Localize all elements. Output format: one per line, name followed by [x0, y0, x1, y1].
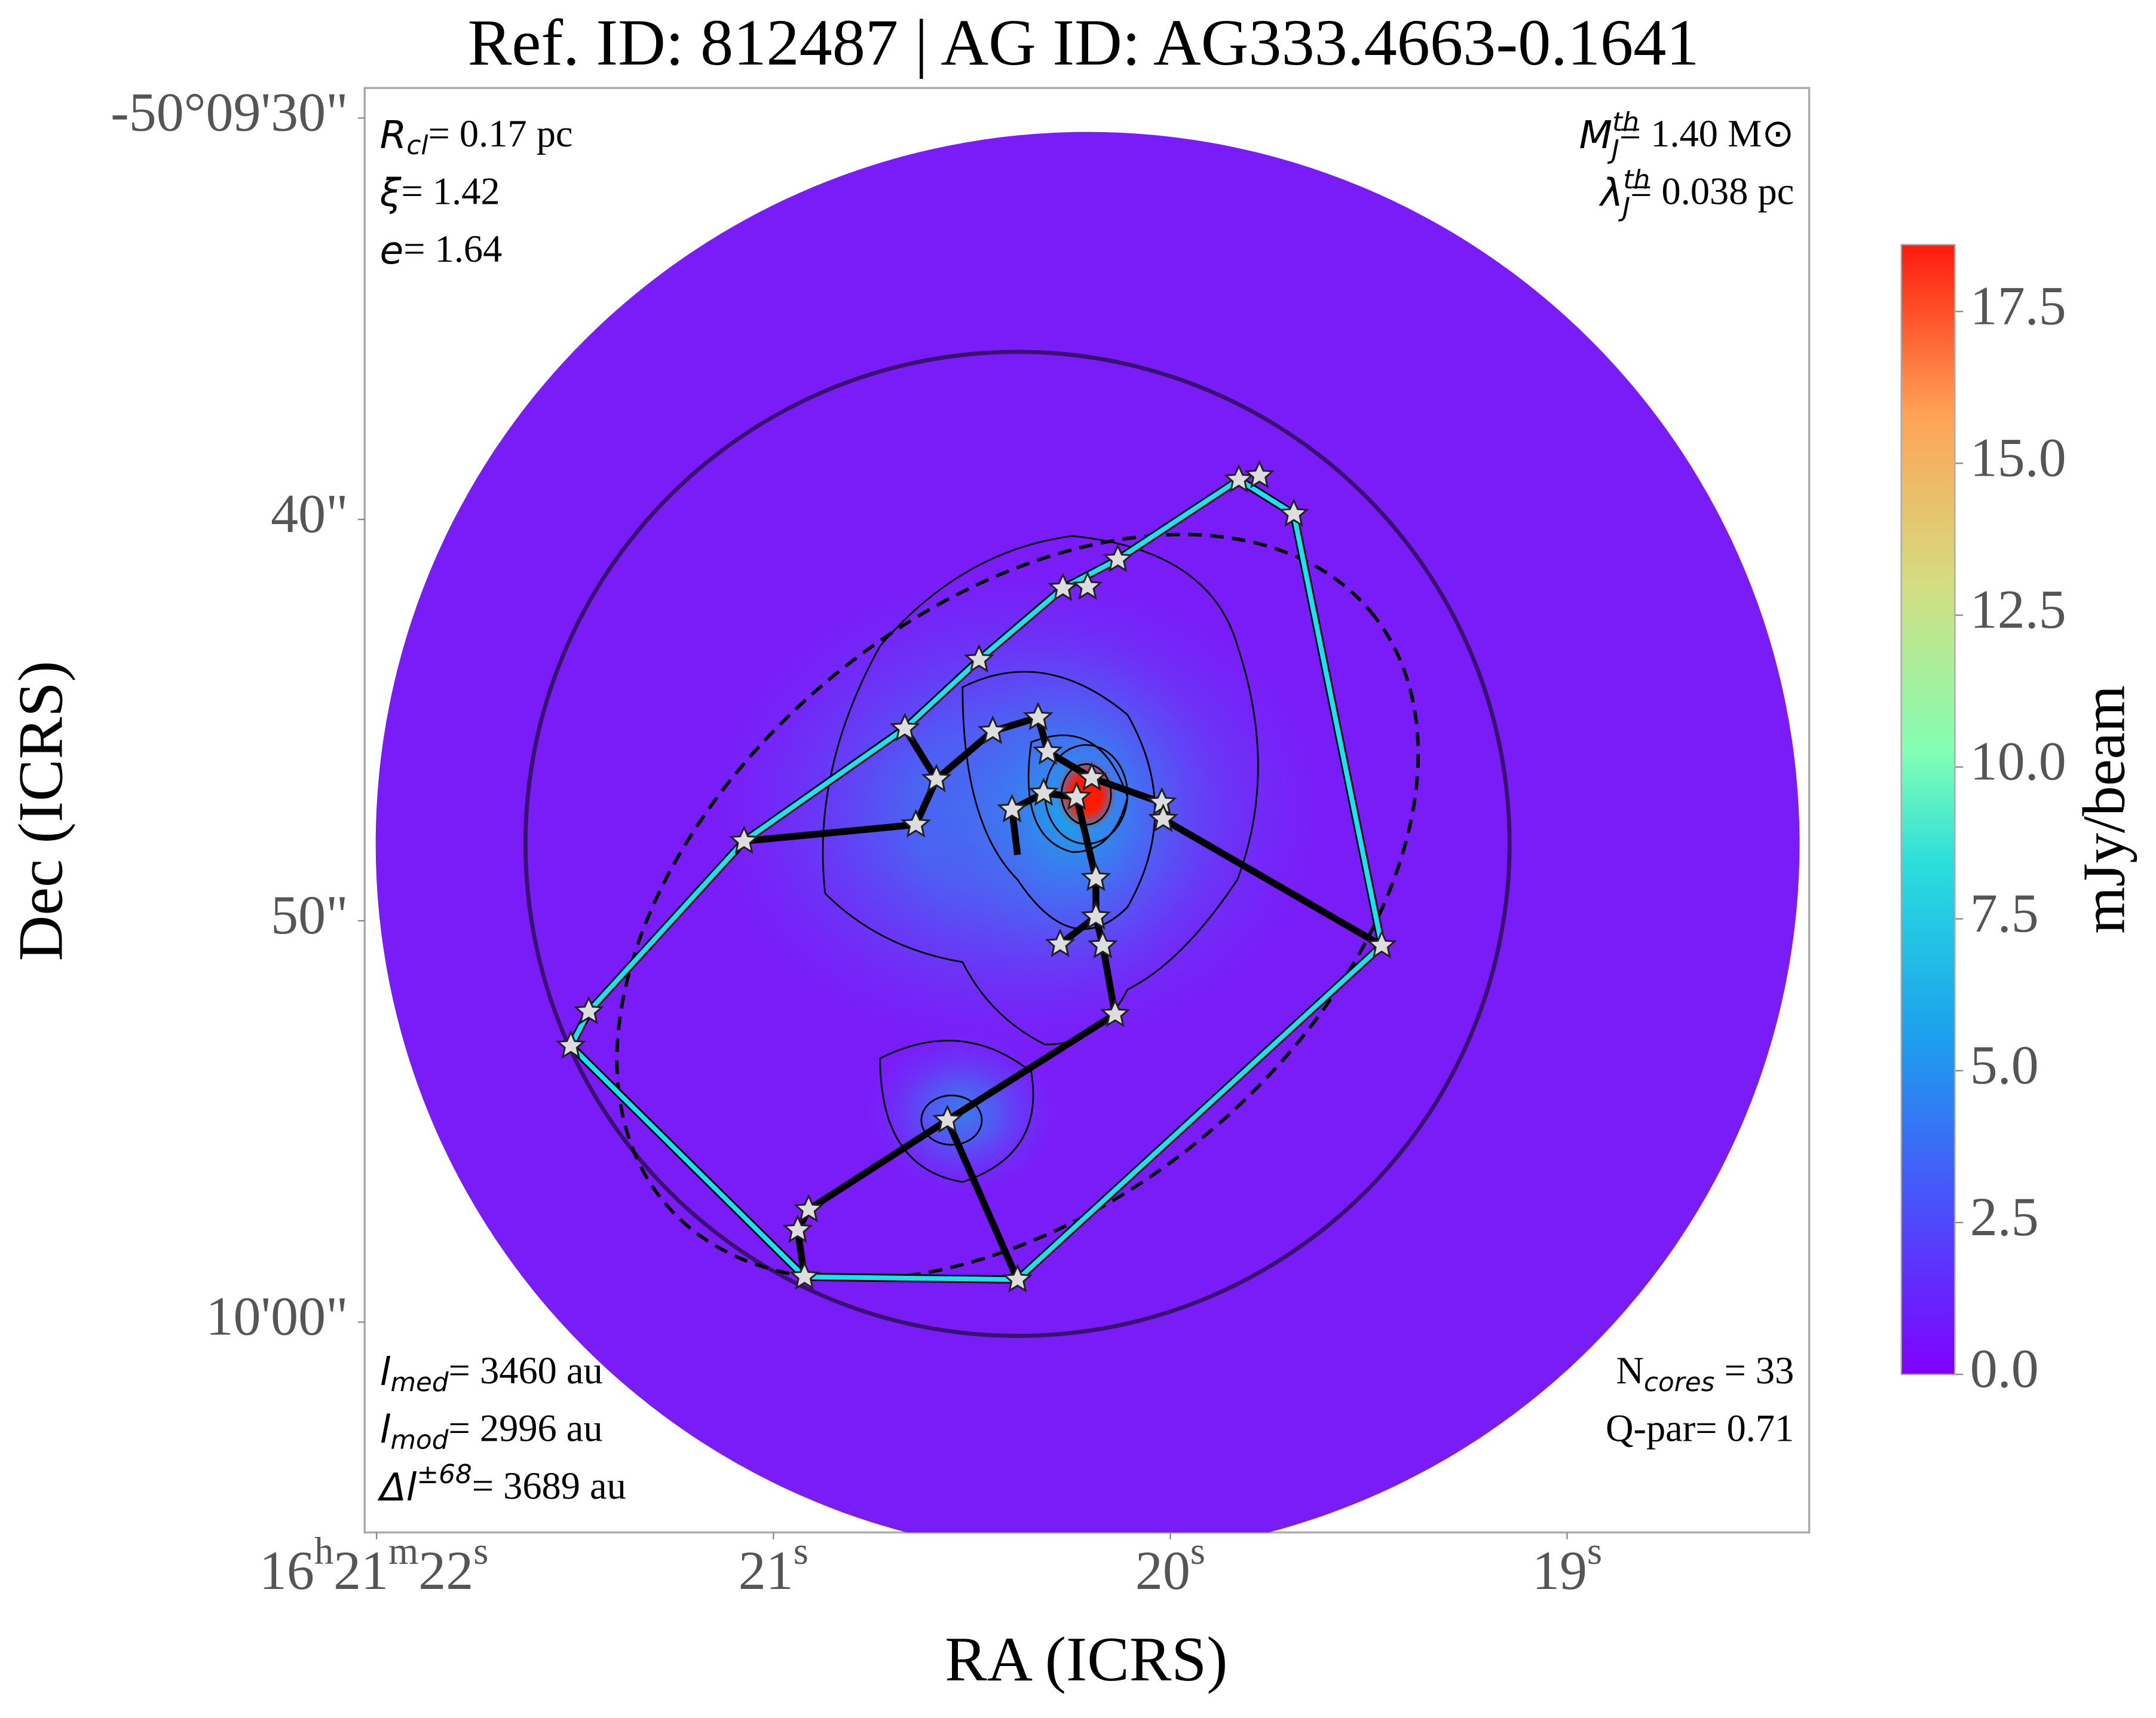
annotation-value: = 33 — [1714, 1349, 1794, 1392]
annotation-sym: e — [380, 228, 404, 273]
annotation-sym: M — [1579, 113, 1613, 158]
annotation-value: = 0.038 pc — [1630, 170, 1794, 212]
annotation: Rcl= 0.17 pc — [380, 112, 573, 161]
x-tick-label: 19s — [1532, 1530, 1602, 1601]
annotation-value: = 1.40 M⊙ — [1619, 112, 1794, 155]
y-tick-label: -50°09'30" — [111, 82, 348, 143]
y-tick-label: 40" — [271, 483, 348, 544]
annotation: ξ= 1.42 — [379, 170, 500, 215]
annotation-sym: ξ — [379, 170, 402, 215]
annotation-sym: R — [380, 113, 407, 158]
annotation-sub: med — [390, 1367, 448, 1398]
colorbar-label: mJy/beam — [2071, 685, 2137, 934]
annotation-sup: ±68 — [417, 1459, 472, 1490]
annotation-sub: cl — [406, 130, 428, 161]
annotation-sup: th — [1612, 107, 1639, 137]
annotation: λth J= 0.038 pc — [1598, 165, 1794, 223]
annotation-sym: λ — [1598, 170, 1623, 215]
annotation-sym: l — [380, 1407, 391, 1452]
annotation: Q-par= 0.71 — [1606, 1407, 1794, 1449]
annotation-value: = 1.64 — [403, 228, 502, 270]
annotation-sup: th — [1623, 165, 1650, 195]
colorbar-tick-label: 5.0 — [1970, 1034, 2039, 1095]
annotation-sym: Δl — [377, 1465, 417, 1510]
x-axis-label: RA (ICRS) — [945, 1624, 1227, 1694]
annotation: lmod= 2996 au — [380, 1407, 603, 1455]
colorbar — [1900, 244, 1956, 1376]
colorbar-tick-label: 15.0 — [1970, 427, 2066, 488]
colorbar-tick-label: 2.5 — [1970, 1186, 2039, 1247]
annotation: lmed= 3460 au — [380, 1349, 603, 1398]
cluster-circle — [523, 350, 1512, 1339]
colorbar-tick-label: 10.0 — [1970, 731, 2066, 792]
annotation-value: = 0.17 pc — [428, 112, 573, 155]
y-tick-label: 10'00" — [206, 1286, 348, 1347]
colorbar-tick-label: 7.5 — [1970, 883, 2039, 944]
x-tick-label: 16h21m22s — [259, 1530, 488, 1601]
annotation: e= 1.64 — [380, 228, 503, 273]
annotation-value: Q-par= 0.71 — [1606, 1407, 1794, 1449]
colorbar-tick-label: 17.5 — [1970, 275, 2066, 336]
annotation-sub: cores — [1644, 1367, 1714, 1398]
annotation-sym: l — [380, 1350, 391, 1395]
annotation-value: = 1.42 — [402, 170, 500, 212]
annotation: Δl±68= 3689 au — [377, 1459, 626, 1510]
annotation: Ncores = 33 — [1616, 1349, 1794, 1398]
x-tick-label: 20s — [1135, 1530, 1205, 1601]
chart-title: Ref. ID: 812487 | AG ID: AG333.4663-0.16… — [468, 6, 1699, 79]
annotation-sub: mod — [390, 1425, 448, 1456]
annotation-value: = 3689 au — [472, 1465, 626, 1507]
colorbar-tick-label: 0.0 — [1970, 1338, 2039, 1399]
annotation-value: = 2996 au — [449, 1407, 603, 1449]
y-tick-label: 50" — [271, 884, 348, 945]
annotation: Mth J= 1.40 M⊙ — [1579, 107, 1794, 165]
fit-ellipse — [615, 532, 1420, 1282]
colorbar-tick-label: 12.5 — [1970, 579, 2066, 640]
annotation-value: = 3460 au — [449, 1349, 603, 1392]
x-tick-label: 21s — [739, 1530, 808, 1601]
map — [376, 132, 1800, 1533]
y-axis-label: Dec (ICRS) — [5, 661, 75, 961]
annotation-plain: N — [1616, 1349, 1644, 1392]
